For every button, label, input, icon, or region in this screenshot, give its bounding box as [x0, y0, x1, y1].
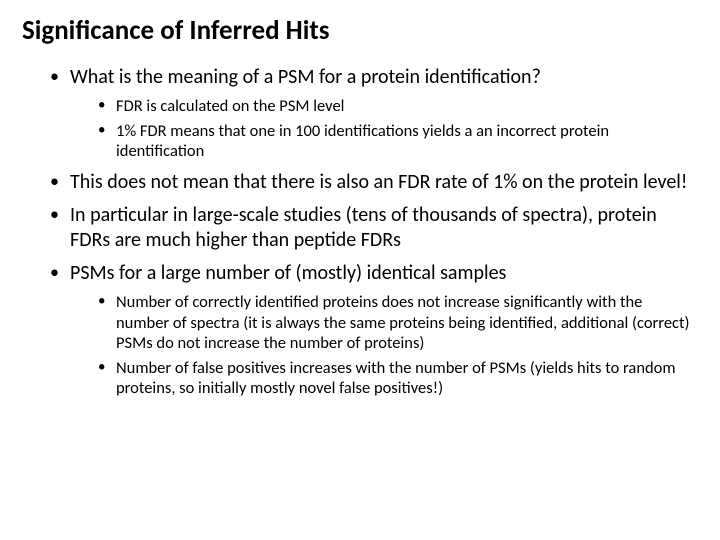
sub-bullet-item: 1% FDR means that one in 100 identificat… — [98, 121, 698, 162]
bullet-text: In particular in large-scale studies (te… — [70, 203, 657, 252]
sub-bullet-text: 1% FDR means that one in 100 identificat… — [116, 121, 609, 162]
sub-bullet-text: Number of false positives increases with… — [116, 358, 676, 399]
bullet-item: In particular in large-scale studies (te… — [50, 203, 698, 253]
bullet-text: What is the meaning of a PSM for a prote… — [70, 65, 541, 89]
sub-bullet-item: Number of false positives increases with… — [98, 358, 698, 399]
bullet-item: PSMs for a large number of (mostly) iden… — [50, 261, 698, 399]
sub-bullet-item: Number of correctly identified proteins … — [98, 292, 698, 354]
bullet-text: PSMs for a large number of (mostly) iden… — [70, 261, 506, 285]
sub-bullet-list: FDR is calculated on the PSM level 1% FD… — [70, 96, 698, 162]
bullet-list: What is the meaning of a PSM for a prote… — [22, 65, 698, 399]
slide-title: Significance of Inferred Hits — [22, 14, 698, 47]
bullet-item: What is the meaning of a PSM for a prote… — [50, 65, 698, 162]
bullet-text: This does not mean that there is also an… — [70, 170, 687, 194]
sub-bullet-text: Number of correctly identified proteins … — [116, 292, 690, 353]
bullet-item: This does not mean that there is also an… — [50, 170, 698, 195]
sub-bullet-text: FDR is calculated on the PSM level — [116, 96, 344, 116]
sub-bullet-list: Number of correctly identified proteins … — [70, 292, 698, 399]
sub-bullet-item: FDR is calculated on the PSM level — [98, 96, 698, 117]
